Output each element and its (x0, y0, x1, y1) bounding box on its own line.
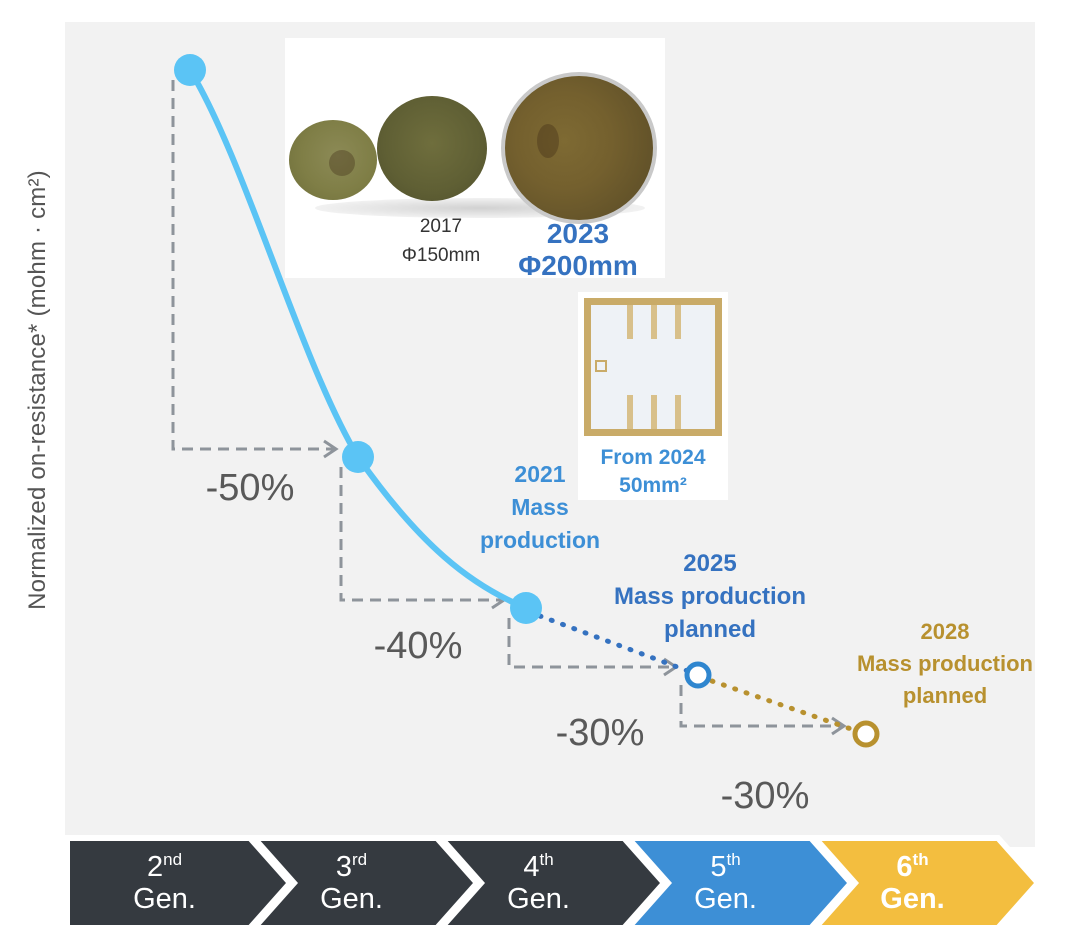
wafer-small-year: 2017 (419, 216, 463, 237)
chip-photo: From 2024 50mm² (578, 292, 728, 500)
chip-finger (675, 395, 681, 429)
series-line-plan-2025 (537, 613, 691, 674)
generation-number-suffix: rd (352, 850, 368, 869)
generation-label: 2nd Gen. (81, 851, 248, 915)
generation-number-suffix: th (539, 850, 554, 869)
chip-finger (627, 305, 633, 339)
data-point (174, 54, 206, 86)
chip-finger (675, 305, 681, 339)
reduction-label: -30% (555, 712, 645, 754)
data-point (510, 592, 542, 624)
chip-label-line2: 50mm² (619, 474, 687, 497)
generation-label: 6th Gen. (829, 851, 996, 915)
generation-number-suffix: th (912, 850, 929, 869)
gen6-annotation-line2: Mass production (856, 651, 1033, 676)
reduction-step-line (171, 80, 334, 451)
reduction-step-arrowhead (831, 716, 847, 736)
wafer-150mm (289, 120, 377, 200)
wafer-large-size: Φ200mm (518, 250, 638, 281)
generation-number: 6th (829, 851, 996, 883)
reduction-step-line (679, 685, 842, 728)
generation-number: 4th (455, 851, 622, 883)
chip-die (584, 298, 722, 436)
generation-number-value: 2 (146, 851, 164, 883)
gen5-annotation-line3: planned (663, 616, 756, 643)
generation-label: 5th Gen. (642, 851, 809, 915)
generation-number: 5th (642, 851, 809, 883)
generation-label: 3rd Gen. (268, 851, 435, 915)
generation-number: 3rd (268, 851, 435, 883)
gate-pad (595, 360, 607, 372)
wafer-200mm (501, 72, 657, 224)
data-points (174, 54, 880, 748)
generation-label: 4th Gen. (455, 851, 622, 915)
data-point-planned (684, 661, 712, 689)
gen5-annotation-year: 2025 (683, 550, 737, 577)
chip-finger (651, 305, 657, 339)
wafer-spot (537, 124, 559, 158)
series-lines (187, 67, 857, 733)
generation-word: Gen. (507, 883, 570, 915)
wafer-photo: 2017 Φ150mm 2023 Φ200mm (285, 38, 665, 281)
generation-number-suffix: th (726, 850, 741, 869)
series-line-achieved (187, 67, 529, 611)
generation-number-value: 3 (335, 851, 352, 883)
chip-surface (591, 305, 715, 429)
data-point-planned (852, 720, 880, 748)
gen4-annotation-year: 2021 (514, 461, 566, 487)
wafer-small-size: Φ150mm (401, 245, 481, 266)
generation-number: 2nd (81, 851, 248, 883)
generation-number-value: 6 (896, 851, 913, 883)
gen6-annotation-line3: planned (902, 683, 988, 708)
reduction-step-arrowhead (323, 439, 339, 459)
generation-arrow (808, 835, 1043, 931)
generation-number-value: 4 (523, 851, 540, 883)
gen5-annotation-line2: Mass production (613, 583, 806, 610)
reduction-label: -40% (373, 625, 463, 667)
wafer-large-year: 2023 (546, 218, 610, 249)
reduction-step-line (339, 467, 502, 602)
chip-label-line1: From 2024 (600, 446, 706, 469)
reduction-label: -30% (720, 775, 810, 817)
gen4-annotation-line2: Mass (511, 494, 569, 520)
gen4-annotation-line3: production (479, 527, 601, 553)
generation-arrows (64, 835, 1043, 931)
generation-number-value: 5 (710, 851, 727, 883)
reduction-label: -50% (205, 467, 295, 509)
generation-word: Gen. (880, 883, 945, 915)
series-line-plan-2028 (709, 678, 857, 733)
generation-number-suffix: nd (163, 850, 183, 869)
chip-finger (651, 395, 657, 429)
generation-word: Gen. (320, 883, 383, 915)
generation-word: Gen. (694, 883, 757, 915)
chip-finger (627, 395, 633, 429)
gen6-annotation-year: 2028 (920, 619, 970, 644)
data-point (342, 441, 374, 473)
generation-word: Gen. (133, 883, 196, 915)
wafer-150mm-alt (377, 96, 487, 201)
wafer-spot (329, 150, 355, 176)
